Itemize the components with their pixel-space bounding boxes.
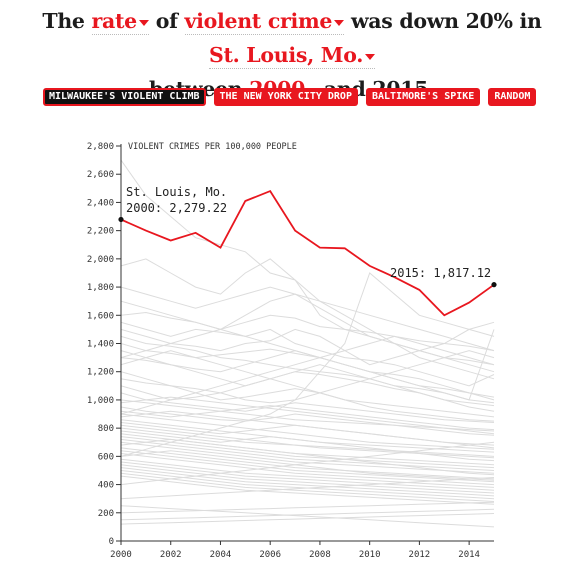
measure-selector[interactable]: rate [91, 9, 149, 35]
background-series-group [120, 159, 495, 528]
background-series-line [120, 430, 495, 462]
measure-dropdown-icon [138, 19, 149, 26]
background-series-line [120, 513, 495, 525]
background-series-line [120, 464, 495, 494]
random-button[interactable]: RANDOM [488, 88, 537, 106]
background-series-line [120, 378, 495, 422]
background-series-line [120, 335, 495, 404]
y-tick-label: 2,600 [87, 170, 114, 180]
y-tick-label: 600 [98, 452, 114, 462]
background-series-line [120, 350, 495, 404]
background-series-line [120, 461, 495, 491]
background-series-line [120, 441, 495, 474]
headline-line-1: The rate of violent crime was down 20% i… [0, 4, 584, 72]
background-series-line [120, 406, 495, 436]
background-series-line [120, 477, 495, 500]
x-tick-label: 2006 [259, 550, 281, 560]
baltimore-button[interactable]: BALTIMORE'S SPIKE [365, 88, 481, 106]
x-tick-label: 2010 [359, 550, 381, 560]
background-series-line [120, 392, 495, 423]
y-tick-label: 1,200 [87, 368, 114, 378]
background-series-line [120, 427, 495, 457]
background-series-line [120, 447, 495, 480]
city-selector[interactable]: St. Louis, Mo. [208, 43, 376, 69]
background-series-line [120, 300, 495, 401]
y-tick-label: 800 [98, 424, 114, 434]
background-series-line [120, 399, 495, 432]
start-city-label: St. Louis, Mo. [126, 185, 227, 199]
y-tick-label: 0 [109, 537, 114, 547]
background-series-line [120, 424, 495, 459]
y-tick-label: 1,600 [87, 311, 114, 321]
background-series-line [120, 441, 495, 486]
y-tick-label: 1,400 [87, 340, 114, 350]
headline-text-1: The [42, 9, 92, 33]
background-series-line [120, 422, 495, 449]
city-selector-label: St. Louis, Mo. [208, 43, 364, 67]
y-tick-label: 2,000 [87, 255, 114, 265]
background-series-line [120, 350, 495, 401]
end-point [491, 282, 497, 288]
city-dropdown-icon [365, 53, 376, 60]
y-tick-label: 1,000 [87, 396, 114, 406]
background-series-line [120, 321, 495, 387]
background-series-line [120, 436, 495, 469]
line-chart: 0 200 400 600 800 1,000 1,200 1,400 1,600 1,800 2,… [87, 142, 497, 560]
background-series-line [120, 396, 495, 435]
background-series-line [120, 321, 495, 366]
background-series-line [120, 413, 495, 450]
x-tick-label: 2000 [110, 550, 132, 560]
headline-text-2: of [148, 9, 185, 33]
background-series-line [120, 508, 495, 521]
background-series-line [120, 450, 495, 483]
background-series-line [120, 472, 495, 502]
background-series-line [120, 438, 495, 476]
background-series-line [120, 335, 495, 415]
preset-buttons: MILWAUKEE'S VIOLENT CLIMB THE NEW YORK C… [43, 88, 537, 106]
measure-selector-label: rate [91, 9, 138, 33]
axes-group: 0 200 400 600 800 1,000 1,200 1,400 1,600 1,800 2,… [87, 142, 494, 560]
background-series-line [120, 350, 495, 412]
milwaukee-button[interactable]: MILWAUKEE'S VIOLENT CLIMB [43, 88, 206, 106]
background-series-line [120, 467, 495, 497]
y-tick-label: 400 [98, 481, 114, 491]
background-series-line [120, 450, 495, 481]
end-value-label: 2015: 1,817.12 [390, 266, 491, 280]
headline-text-3: was down 20% in [344, 9, 542, 33]
crime-selector-label: violent crime [184, 9, 333, 33]
x-tick-label: 2012 [409, 550, 431, 560]
background-series-line [120, 475, 495, 505]
new-york-button[interactable]: THE NEW YORK CITY DROP [213, 88, 358, 106]
x-tick-label: 2004 [210, 550, 232, 560]
start-value-label: 2000: 2,279.22 [126, 201, 227, 215]
crime-selector[interactable]: violent crime [184, 9, 345, 35]
background-series-line [120, 311, 495, 352]
background-series-line [120, 501, 495, 514]
x-tick-label: 2014 [458, 550, 480, 560]
background-series-line [120, 286, 495, 352]
start-point [118, 216, 124, 223]
y-axis-label: VIOLENT CRIMES PER 100,000 PEOPLE [128, 142, 297, 152]
y-tick-label: 200 [98, 509, 114, 519]
y-tick-label: 2,800 [87, 142, 114, 152]
y-tick-label: 2,400 [87, 198, 114, 208]
highlight-series-group [118, 189, 497, 317]
crime-dropdown-icon [334, 19, 345, 26]
background-series-line [120, 438, 495, 471]
background-series-line [120, 293, 495, 373]
background-series-line [120, 458, 495, 488]
background-series-line [120, 343, 495, 398]
x-tick-label: 2008 [309, 550, 331, 560]
background-series-line [120, 405, 495, 431]
y-tick-label: 2,200 [87, 227, 114, 237]
background-series-line [120, 272, 495, 457]
x-tick-label: 2002 [160, 550, 182, 560]
y-tick-label: 1,800 [87, 283, 114, 293]
background-series-line [120, 505, 495, 528]
highlight-series-line [120, 189, 495, 317]
